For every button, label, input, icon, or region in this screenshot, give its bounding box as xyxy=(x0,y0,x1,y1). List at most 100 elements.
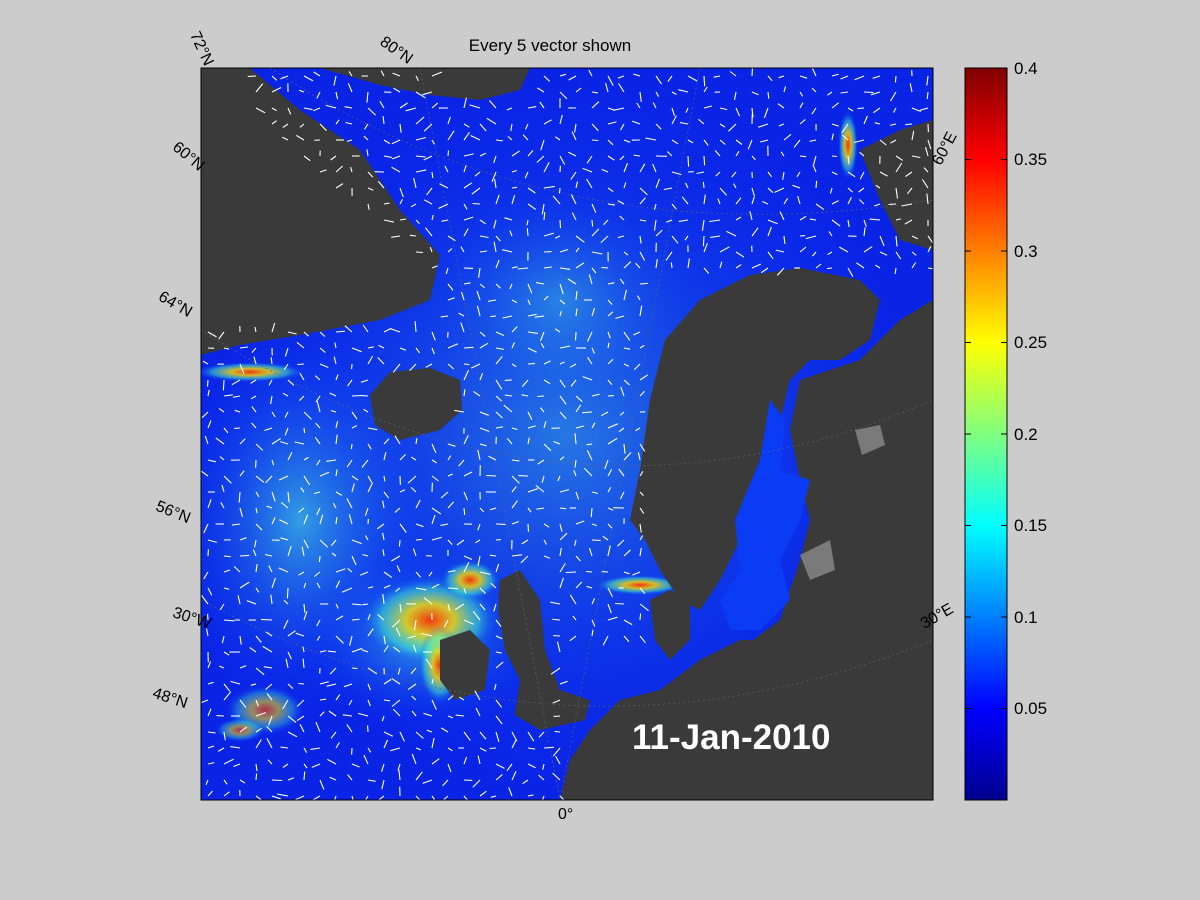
current-vector xyxy=(719,107,728,111)
current-vector xyxy=(203,523,209,534)
current-vector xyxy=(233,763,241,768)
current-vector xyxy=(591,307,596,317)
current-vector xyxy=(729,71,737,77)
current-vector xyxy=(632,571,641,576)
current-vector xyxy=(327,758,337,765)
current-vector xyxy=(239,438,246,445)
current-vector xyxy=(278,475,289,481)
current-vector xyxy=(223,555,231,558)
current-vector xyxy=(543,266,552,269)
current-vector xyxy=(335,183,344,189)
current-vector xyxy=(415,587,427,591)
current-vector xyxy=(319,123,327,132)
current-vector xyxy=(575,491,580,500)
current-vector xyxy=(559,345,571,349)
current-vector xyxy=(299,123,305,128)
current-vector xyxy=(575,235,585,243)
current-vector xyxy=(255,712,266,717)
current-vector xyxy=(347,83,353,93)
current-vector xyxy=(575,262,585,269)
current-vector xyxy=(412,548,417,557)
current-vector xyxy=(601,168,609,173)
current-vector xyxy=(335,469,338,477)
current-vector xyxy=(223,779,228,785)
current-vector xyxy=(319,779,325,790)
current-vector xyxy=(663,187,673,191)
current-vector xyxy=(479,373,484,381)
current-vector xyxy=(251,406,257,413)
colorbar-tick-7: 0.05 xyxy=(1014,699,1048,718)
current-vector xyxy=(445,267,449,275)
current-vector xyxy=(347,774,353,781)
current-vector xyxy=(715,171,721,177)
current-vector xyxy=(284,427,289,436)
current-vector xyxy=(591,629,594,637)
current-vector xyxy=(447,570,456,573)
current-vector xyxy=(344,325,353,333)
current-vector xyxy=(495,379,503,390)
current-vector xyxy=(556,641,561,653)
current-vector xyxy=(440,491,449,499)
current-vector xyxy=(330,410,337,413)
current-vector xyxy=(431,758,440,765)
current-vector xyxy=(620,123,625,131)
current-vector xyxy=(303,331,310,337)
current-vector xyxy=(511,427,518,431)
current-vector xyxy=(438,203,449,209)
current-vector xyxy=(623,452,632,461)
current-vector xyxy=(623,347,631,350)
current-vector xyxy=(459,696,465,701)
current-vector xyxy=(863,219,867,227)
current-vector xyxy=(671,235,679,244)
current-vector xyxy=(367,747,372,753)
current-vector xyxy=(303,475,311,486)
current-vector xyxy=(591,228,600,237)
current-vector xyxy=(554,136,561,141)
current-vector xyxy=(207,708,212,717)
current-vector xyxy=(826,267,833,270)
current-vector xyxy=(831,155,838,158)
current-vector xyxy=(623,571,630,575)
current-vector xyxy=(927,235,933,243)
current-vector xyxy=(299,89,305,93)
current-vector xyxy=(574,539,577,546)
current-vector xyxy=(265,631,273,637)
current-vector xyxy=(447,539,453,545)
current-vector xyxy=(412,644,417,653)
current-vector xyxy=(431,583,440,589)
current-vector xyxy=(399,731,405,742)
current-vector xyxy=(383,491,390,499)
current-vector xyxy=(639,344,645,349)
current-vector xyxy=(859,151,865,157)
current-vector xyxy=(351,618,360,621)
current-vector xyxy=(591,347,596,354)
current-vector xyxy=(797,195,801,205)
current-vector xyxy=(271,459,275,466)
current-vector xyxy=(552,699,561,704)
current-vector xyxy=(447,455,452,461)
current-vector xyxy=(511,195,516,205)
current-vector xyxy=(623,182,627,189)
current-vector xyxy=(631,120,641,125)
current-vector xyxy=(575,425,584,429)
current-vector xyxy=(415,75,419,81)
current-vector xyxy=(872,75,881,79)
current-vector xyxy=(399,218,407,221)
current-vector xyxy=(415,538,422,541)
current-vector xyxy=(767,226,772,237)
current-vector xyxy=(890,91,897,102)
current-vector xyxy=(351,667,358,670)
current-vector xyxy=(812,155,817,167)
current-vector xyxy=(735,107,741,117)
current-vector xyxy=(239,665,247,669)
current-vector xyxy=(495,774,503,781)
current-vector xyxy=(859,171,865,180)
current-vector xyxy=(618,83,625,93)
current-vector xyxy=(521,539,529,545)
current-vector xyxy=(600,235,609,244)
current-vector xyxy=(382,500,385,509)
current-vector xyxy=(207,459,217,463)
current-vector xyxy=(377,357,385,365)
current-vector xyxy=(521,394,529,397)
